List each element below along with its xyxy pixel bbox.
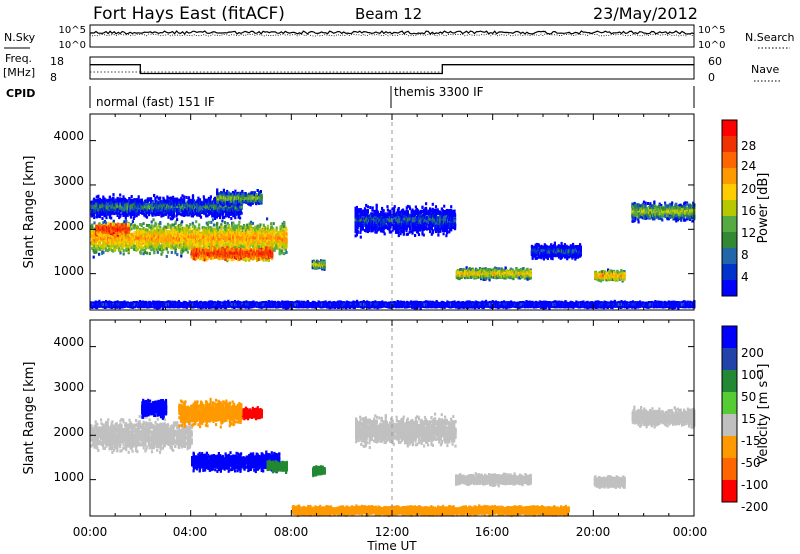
heatmap-cell	[168, 230, 170, 233]
heatmap-cell	[99, 248, 101, 251]
heatmap-cell	[98, 253, 100, 256]
heatmap-cell	[168, 226, 170, 229]
heatmap-cell	[134, 226, 136, 229]
heatmap-cell	[132, 220, 134, 223]
nsky-series-line	[90, 31, 694, 34]
freq-tick-top: 18	[50, 55, 64, 68]
heatmap-cell	[134, 231, 136, 234]
heatmap-cell	[123, 220, 125, 223]
heatmap-cell	[161, 251, 163, 254]
heatmap-cell	[155, 224, 157, 227]
heatmap-cell	[168, 237, 170, 240]
freq-panel-frame	[90, 57, 694, 79]
heatmap-cell	[146, 252, 148, 255]
date-label: 23/May/2012	[593, 4, 698, 23]
noise-panel-frame	[90, 25, 694, 47]
heatmap-cell	[93, 221, 95, 224]
heatmap-cell	[119, 249, 121, 252]
heatmap-cell	[133, 242, 135, 245]
heatmap-cell	[102, 251, 104, 254]
nave-label: Nave	[751, 63, 779, 76]
nsearch-tick-bottom: 10^0	[698, 40, 725, 51]
heatmap-cell	[167, 251, 169, 254]
heatmap-cell	[149, 252, 151, 255]
heatmap-cell	[95, 251, 97, 254]
cpid-mode-2: themis 3300 IF	[394, 85, 484, 99]
heatmap-cell	[93, 251, 95, 254]
heatmap-cell	[91, 226, 93, 229]
freq-series-line	[90, 65, 694, 74]
heatmap-cell	[144, 251, 146, 254]
heatmap-cell	[176, 253, 178, 256]
heatmap-cell	[146, 245, 148, 248]
heatmap-cell	[141, 224, 143, 227]
freq-tick-bottom: 8	[50, 71, 57, 84]
heatmap-cell	[159, 226, 161, 229]
heatmap-cell	[137, 229, 139, 232]
heatmap-cell	[123, 238, 125, 241]
nsky-tick-top: 10^5	[59, 25, 86, 36]
heatmap-cell	[168, 245, 170, 248]
nsky-tick-bottom: 10^0	[59, 40, 86, 51]
heatmap-cell	[159, 222, 161, 225]
cpid-mode-1: normal (fast) 151 IF	[96, 95, 215, 109]
heatmap-cell	[105, 249, 107, 252]
heatmap-cell	[153, 251, 155, 254]
radar-figure: Fort Hays East (fitACF) Beam 12 23/May/2…	[0, 0, 800, 554]
nsearch-label: N.Search	[745, 31, 795, 44]
heatmap-cell	[123, 242, 125, 245]
nave-tick-top: 60	[708, 55, 722, 68]
heatmap-cell	[152, 218, 154, 221]
heatmap-cell	[102, 247, 104, 250]
nsky-label: N.Sky	[4, 31, 36, 44]
heatmap-cell	[146, 224, 148, 227]
heatmap-cell	[168, 241, 170, 244]
nave-tick-bottom: 0	[708, 71, 715, 84]
freq-label: Freq.	[5, 52, 32, 65]
heatmap-cell	[166, 255, 168, 258]
heatmap-cell	[131, 227, 133, 230]
heatmap-cell	[123, 253, 125, 256]
heatmap-cell	[137, 226, 139, 229]
heatmap-cell	[143, 222, 145, 225]
heatmap-cell	[113, 220, 115, 223]
heatmap-cell	[150, 248, 152, 251]
figure-title: Fort Hays East (fitACF)	[93, 4, 285, 24]
nsearch-tick-top: 10^5	[698, 25, 725, 36]
heatmap-cell	[159, 229, 161, 232]
freq-unit: [MHz]	[3, 66, 35, 79]
heatmap-cell	[90, 232, 92, 235]
heatmap-cell	[93, 256, 95, 259]
beam-label: Beam 12	[355, 5, 422, 23]
cpid-label: CPID	[6, 87, 35, 100]
freq-series	[90, 57, 694, 74]
heatmap-cell	[123, 249, 125, 252]
heatmap-cell	[171, 251, 173, 254]
heatmap-cell	[157, 251, 159, 254]
noise-series	[90, 31, 694, 36]
heatmap-cell	[119, 251, 121, 254]
heatmap-cell	[125, 220, 127, 223]
heatmap-cell	[108, 248, 110, 251]
heatmap-cell	[140, 252, 142, 255]
